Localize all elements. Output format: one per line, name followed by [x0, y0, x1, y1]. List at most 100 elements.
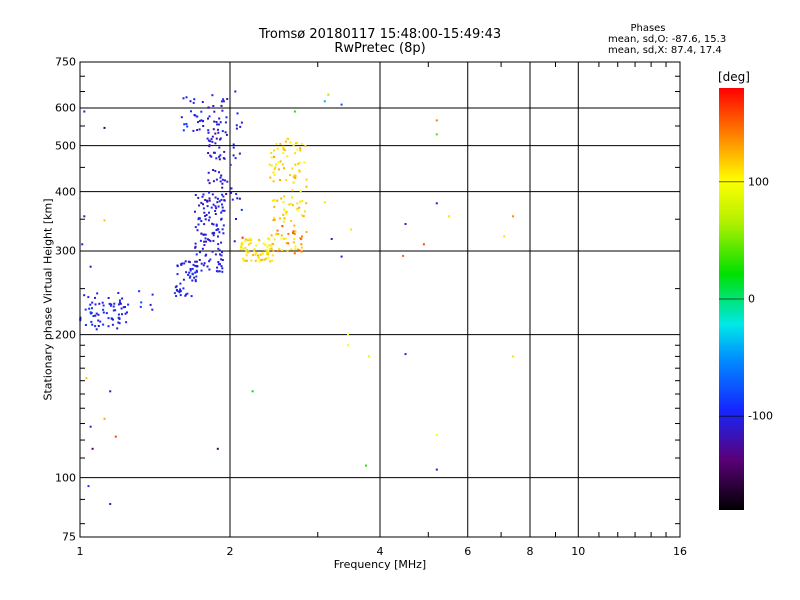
data-point [235, 127, 238, 130]
data-point [107, 317, 110, 320]
data-point [190, 295, 193, 298]
data-point [118, 318, 121, 320]
data-point [91, 301, 94, 304]
data-point [221, 193, 224, 196]
data-point [103, 126, 106, 129]
data-point [289, 174, 291, 177]
data-point [303, 210, 306, 213]
data-point [222, 195, 225, 198]
data-point [114, 309, 117, 312]
data-point [204, 254, 207, 257]
data-point [186, 125, 189, 128]
data-point [91, 447, 94, 450]
y-tick-label: 500 [55, 139, 76, 153]
data-point [185, 123, 188, 125]
data-point [323, 201, 326, 204]
data-point [222, 232, 225, 235]
data-point [291, 167, 294, 170]
data-point [211, 193, 214, 196]
data-point [96, 292, 99, 295]
data-point [176, 273, 179, 276]
data-point [117, 316, 120, 319]
data-point [208, 211, 210, 214]
data-point [94, 314, 97, 317]
data-point [284, 237, 287, 240]
data-point [140, 301, 143, 304]
data-point [221, 186, 224, 189]
data-point [201, 247, 204, 250]
data-point [199, 217, 201, 220]
data-point [221, 270, 224, 273]
data-point [279, 217, 281, 220]
data-point [89, 425, 92, 428]
data-point [214, 132, 217, 135]
data-point [279, 160, 282, 163]
data-point [189, 268, 192, 270]
data-point [94, 325, 97, 328]
data-point [404, 353, 407, 356]
data-point [268, 244, 271, 247]
data-point [208, 182, 211, 185]
data-point [298, 170, 301, 173]
data-point [282, 152, 285, 155]
data-point [198, 128, 201, 131]
data-point [262, 242, 265, 245]
data-point [217, 261, 220, 263]
data-point [203, 211, 206, 214]
data-point [225, 193, 228, 195]
data-point [85, 377, 88, 380]
data-point [218, 270, 221, 273]
data-point [272, 171, 275, 174]
data-point [302, 215, 305, 218]
data-point [268, 163, 271, 166]
data-point [99, 320, 102, 323]
data-point [188, 276, 191, 279]
data-point [192, 129, 195, 132]
data-point [194, 278, 197, 281]
data-point [208, 199, 211, 202]
data-point [185, 96, 188, 99]
data-point [112, 309, 115, 312]
data-point [217, 243, 220, 246]
data-point [283, 237, 286, 240]
data-point [282, 213, 285, 216]
data-point [284, 210, 287, 213]
data-point [232, 146, 235, 149]
data-point [191, 267, 194, 270]
data-point [219, 253, 221, 256]
data-point [296, 209, 299, 212]
data-point [292, 176, 295, 179]
data-point [216, 123, 219, 126]
data-point [292, 230, 295, 233]
data-point [241, 236, 244, 239]
data-point [83, 110, 86, 113]
data-point [112, 305, 115, 308]
data-point [206, 137, 209, 140]
colorbar-tick-label: 0 [748, 292, 755, 306]
data-point [277, 233, 280, 235]
data-point [300, 237, 303, 240]
data-point [218, 155, 221, 158]
data-point [249, 237, 252, 240]
data-point [220, 241, 223, 244]
data-point [271, 243, 274, 245]
data-point [216, 197, 219, 200]
data-point [222, 224, 225, 227]
phase-o-stats: mean, sd,O: -87.6, 15.3 [608, 34, 727, 45]
data-points [79, 90, 515, 505]
data-point [218, 200, 221, 203]
data-point [212, 231, 215, 234]
x-tick-label: 2 [226, 545, 234, 558]
data-point [94, 303, 97, 306]
data-point [101, 301, 104, 304]
data-point [210, 206, 213, 209]
data-point [279, 142, 282, 145]
data-point [185, 271, 188, 274]
data-point [264, 248, 267, 251]
data-point [196, 270, 198, 273]
x-axis-label: Frequency [MHz] [333, 558, 427, 571]
data-point [226, 98, 229, 100]
data-point [94, 296, 96, 299]
plot-frame [79, 61, 681, 538]
data-point [232, 154, 235, 157]
